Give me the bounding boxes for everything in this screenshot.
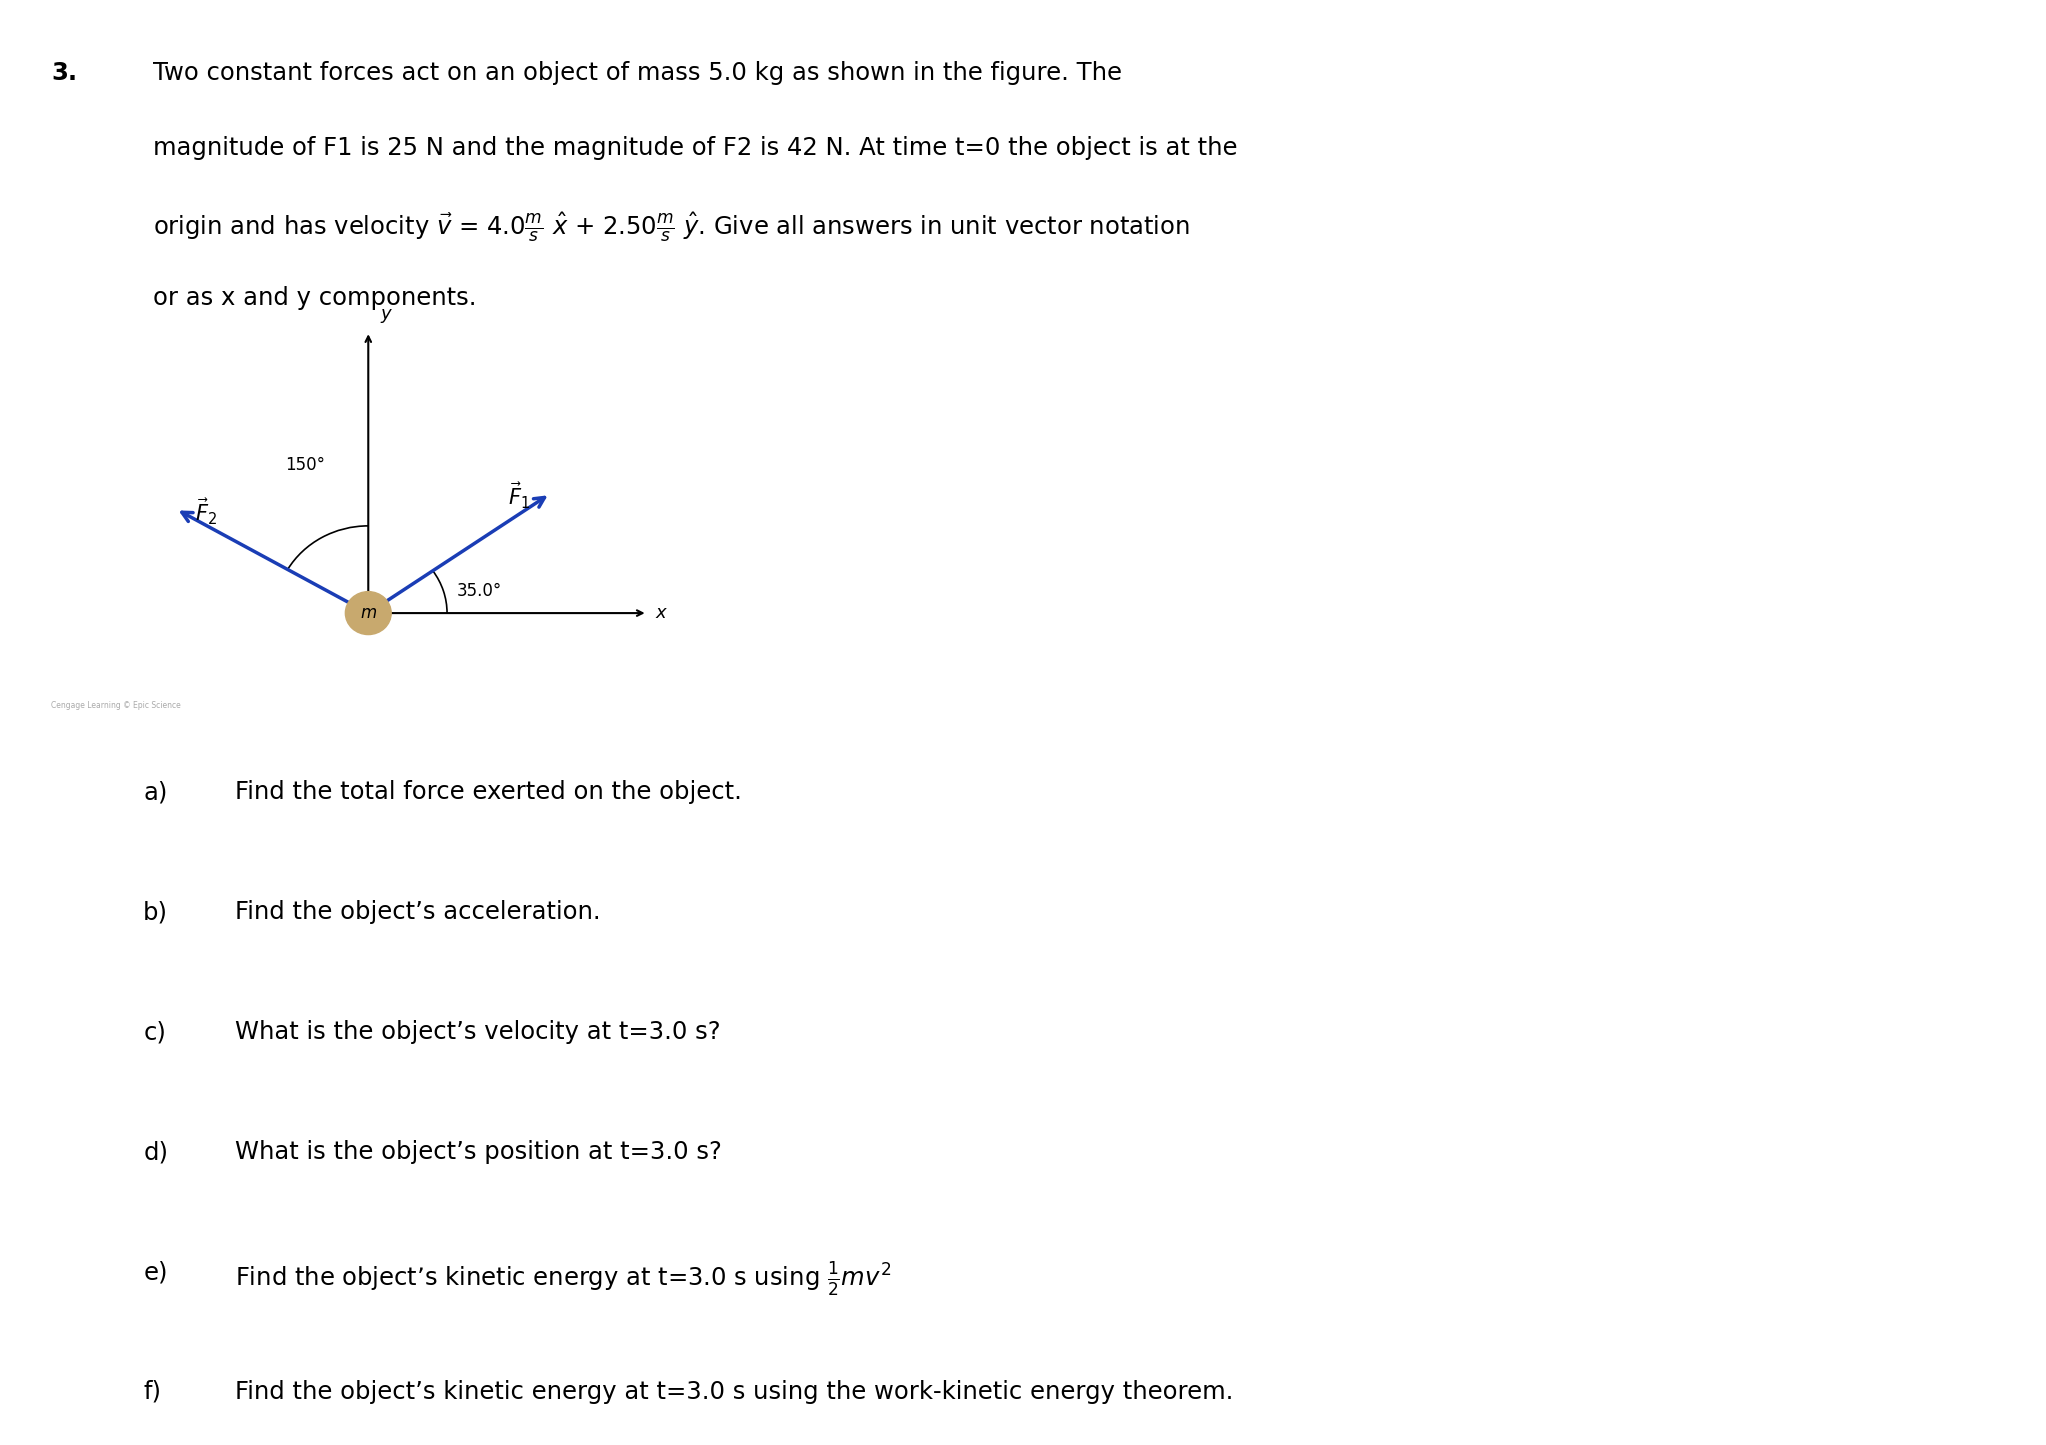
Text: a): a) (143, 780, 168, 805)
Text: What is the object’s velocity at t=3.0 s?: What is the object’s velocity at t=3.0 s… (235, 1020, 720, 1045)
Text: 150°: 150° (284, 457, 325, 474)
Text: Find the object’s kinetic energy at t=3.0 s using $\frac{1}{2}mv^2$: Find the object’s kinetic energy at t=3.… (235, 1260, 892, 1298)
Text: $\vec{F}_2$: $\vec{F}_2$ (194, 496, 217, 526)
Text: c): c) (143, 1020, 166, 1045)
Text: origin and has velocity $\vec{v}$ = 4.0$\frac{m}{s}$ $\hat{x}$ + 2.50$\frac{m}{s: origin and has velocity $\vec{v}$ = 4.0$… (153, 211, 1191, 244)
Text: $x$: $x$ (655, 604, 667, 623)
Text: 35.0°: 35.0° (456, 582, 503, 600)
Text: magnitude of F1 is 25 N and the magnitude of F2 is 42 N. At time t=0 the object : magnitude of F1 is 25 N and the magnitud… (153, 136, 1238, 160)
Text: Find the object’s acceleration.: Find the object’s acceleration. (235, 900, 602, 925)
Text: f): f) (143, 1380, 162, 1405)
Text: Two constant forces act on an object of mass 5.0 kg as shown in the figure. The: Two constant forces act on an object of … (153, 61, 1123, 85)
Text: e): e) (143, 1260, 168, 1285)
Circle shape (346, 591, 391, 634)
Text: What is the object’s position at t=3.0 s?: What is the object’s position at t=3.0 s… (235, 1140, 722, 1165)
Text: $\vec{F}_1$: $\vec{F}_1$ (507, 481, 530, 512)
Text: Cengage Learning © Epic Science: Cengage Learning © Epic Science (51, 701, 180, 709)
Text: or as x and y components.: or as x and y components. (153, 286, 477, 311)
Text: b): b) (143, 900, 168, 925)
Text: d): d) (143, 1140, 168, 1165)
Text: $y$: $y$ (381, 306, 393, 325)
Text: $m$: $m$ (360, 604, 376, 623)
Text: Find the total force exerted on the object.: Find the total force exerted on the obje… (235, 780, 743, 805)
Text: Find the object’s kinetic energy at t=3.0 s using the work-kinetic energy theore: Find the object’s kinetic energy at t=3.… (235, 1380, 1234, 1405)
Text: 3.: 3. (51, 61, 78, 85)
